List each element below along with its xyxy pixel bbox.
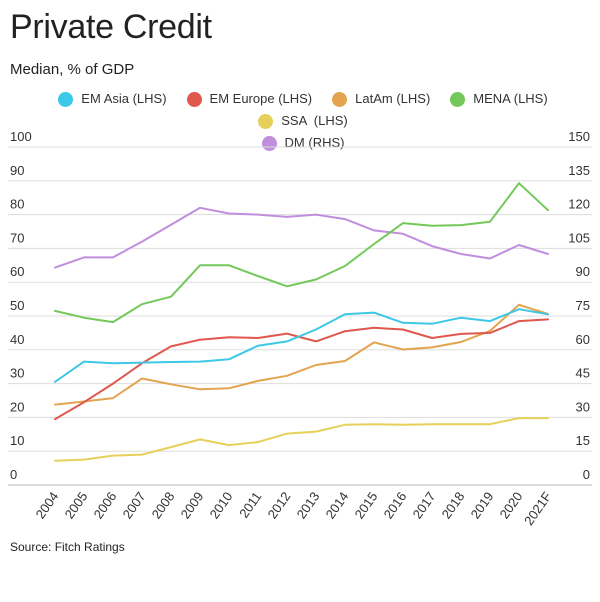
- series-lines: [54, 182, 549, 462]
- y-left-tick-label: 40: [10, 332, 24, 347]
- legend-swatch-em-europe: [186, 91, 202, 107]
- y-left-tick-label: 100: [10, 129, 32, 144]
- x-tick-label: 2004: [33, 489, 62, 521]
- legend-item-ssa[interactable]: SSA (LHS): [258, 111, 348, 131]
- legend: EM Asia (LHS) EM Europe (LHS) LatAm (LHS…: [18, 89, 588, 155]
- y-axis-right: 0 15 30 45 60 75 90 105 120 135 150: [568, 129, 590, 482]
- y-left-tick-label: 50: [10, 298, 24, 313]
- x-tick-label: 2019: [468, 489, 497, 521]
- chart-title: Private Credit: [10, 8, 212, 46]
- x-tick-label: 2015: [352, 489, 381, 521]
- y-left-tick-label: 80: [10, 197, 24, 212]
- legend-item-em-asia[interactable]: EM Asia (LHS): [58, 89, 167, 109]
- legend-label-mena: MENA (LHS): [473, 91, 548, 106]
- series-line-dm-rhs: [54, 206, 549, 269]
- y-right-tick-label: 135: [568, 163, 590, 178]
- y-right-tick-label: 60: [576, 332, 590, 347]
- legend-item-em-europe[interactable]: EM Europe (LHS): [186, 89, 313, 109]
- y-left-tick-label: 70: [10, 230, 24, 245]
- x-tick-label: 2011: [236, 489, 264, 521]
- series-line-ssa-lhs: [54, 417, 549, 462]
- y-right-tick-label: 45: [576, 366, 590, 381]
- gridlines: [8, 146, 592, 486]
- x-tick-label: 2009: [178, 489, 207, 521]
- y-right-tick-label: 150: [568, 129, 590, 144]
- y-right-tick-label: 105: [568, 230, 590, 245]
- y-axis-left: 0 10 20 30 40 50 60 70 80 90 100: [10, 129, 32, 482]
- y-left-tick-label: 0: [10, 467, 17, 482]
- x-tick-label: 2016: [381, 489, 410, 521]
- series-line-latam-lhs: [54, 303, 549, 406]
- y-right-tick-label: 90: [576, 264, 590, 279]
- y-left-tick-label: 10: [10, 433, 24, 448]
- legend-swatch-latam: [332, 91, 348, 107]
- source-note: Source: Fitch Ratings: [10, 540, 125, 554]
- x-tick-label: 2020: [497, 489, 526, 521]
- y-left-tick-label: 30: [10, 366, 24, 381]
- legend-label-dm: DM (RHS): [284, 135, 345, 150]
- x-tick-label: 2005: [62, 489, 91, 521]
- x-tick-label: 2008: [149, 489, 178, 521]
- y-right-tick-label: 120: [568, 197, 590, 212]
- x-tick-label: 2017: [410, 489, 439, 521]
- x-tick-label: 2010: [207, 489, 236, 521]
- y-left-tick-label: 20: [10, 399, 24, 414]
- legend-item-latam[interactable]: LatAm (LHS): [332, 89, 430, 109]
- legend-label-latam: LatAm (LHS): [355, 91, 431, 106]
- x-tick-label: 2006: [91, 489, 120, 521]
- legend-label-em-asia: EM Asia (LHS): [81, 91, 167, 106]
- x-tick-label: 2021F: [521, 489, 554, 528]
- legend-swatch-mena: [450, 91, 466, 107]
- series-line-mena-lhs: [54, 182, 549, 324]
- series-line-em-europe-lhs: [54, 318, 549, 421]
- y-right-tick-label: 75: [576, 298, 590, 313]
- x-tick-label: 2012: [265, 489, 294, 521]
- x-tick-label: 2014: [323, 489, 352, 521]
- y-left-tick-label: 90: [10, 163, 24, 178]
- legend-label-ssa: SSA (LHS): [281, 113, 348, 128]
- legend-item-mena[interactable]: MENA (LHS): [450, 89, 548, 109]
- x-axis: 2004 2005 2006 2007 2008 2009 2010 2011 2012 2013…: [33, 489, 555, 528]
- y-right-tick-label: 30: [576, 399, 590, 414]
- y-right-tick-label: 0: [583, 467, 590, 482]
- legend-swatch-em-asia: [58, 91, 74, 107]
- x-tick-label: 2013: [294, 489, 323, 521]
- series-line-em-asia-lhs: [54, 308, 549, 383]
- chart-subtitle: Median, % of GDP: [10, 61, 135, 78]
- legend-swatch-ssa: [258, 113, 274, 129]
- legend-row: EM Asia (LHS) EM Europe (LHS) LatAm (LHS…: [18, 89, 588, 133]
- x-tick-label: 2018: [439, 489, 468, 521]
- y-right-tick-label: 15: [576, 433, 590, 448]
- x-tick-label: 2007: [120, 489, 149, 521]
- legend-label-em-europe: EM Europe (LHS): [209, 91, 313, 106]
- y-left-tick-label: 60: [10, 264, 24, 279]
